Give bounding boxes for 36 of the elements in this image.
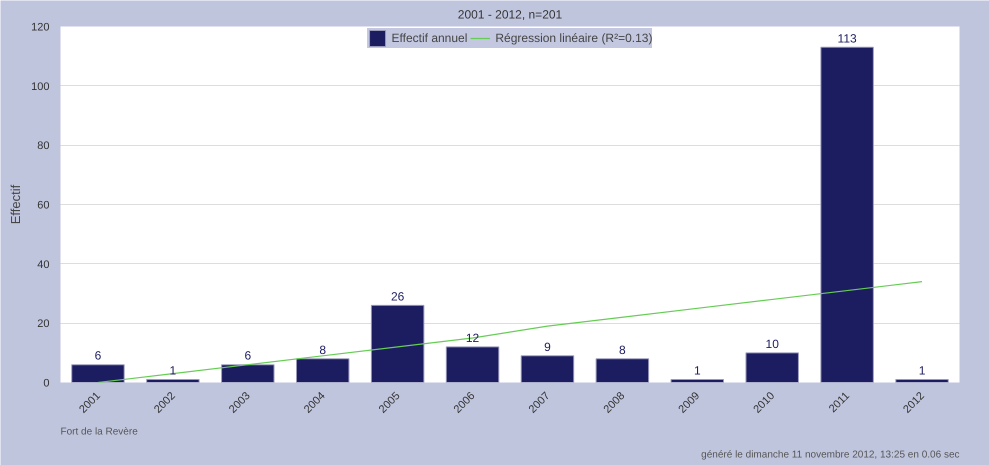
y-tick-label: 20 [37,318,50,330]
bar [820,46,874,382]
bar [370,304,424,382]
bar [146,379,200,382]
data-label: 1 [918,364,926,378]
bar [895,379,949,382]
y-tick-label: 120 [31,22,50,34]
bar [745,352,799,382]
bar [296,358,350,382]
bar [71,364,125,382]
data-label: 8 [319,342,326,357]
y-tick-label: 100 [31,80,50,93]
bar [221,364,275,382]
y-tick-label: 80 [37,140,50,152]
bar [520,355,574,382]
y-tick-label: 40 [37,258,50,271]
data-label: 26 [390,289,405,304]
text: généré le dimanche 11 novembre 2012, 13:25 en 0.06 sec [701,450,960,460]
chart-title: 2001 - 2012, n=201 [458,8,563,22]
data-label: 6 [94,348,102,363]
bar [596,358,650,382]
data-label: 9 [544,340,552,354]
line-series [97,281,923,382]
bar [446,346,500,382]
text: Fort de la Revère [60,426,138,438]
data-label: 10 [766,336,780,351]
data-label: 113 [838,31,858,46]
legend-label: Régression linéaire (R²=0.13) [495,31,652,45]
y-tick-label: 60 [37,200,50,212]
bar [670,379,724,382]
data-label: 6 [244,348,252,363]
legend-label: Effectif annuel [392,31,468,45]
y-tick-label: 0 [43,378,50,390]
y-axis-title: Effectif [8,184,24,224]
data-label: 1 [694,364,701,378]
data-label: 8 [619,342,626,357]
